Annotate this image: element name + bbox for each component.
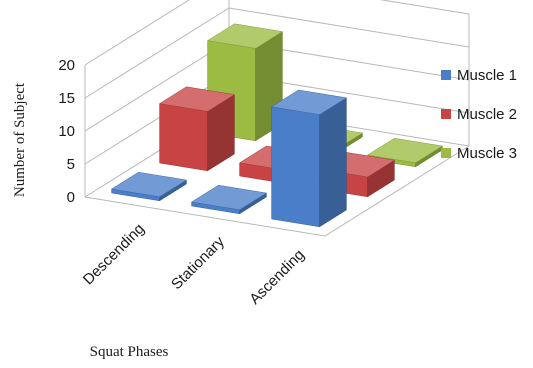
x-tick-label: Ascending (246, 246, 308, 308)
legend-item: Muscle 1 (441, 67, 517, 84)
x-tick-label: Descending (80, 220, 148, 288)
y-tick-label: 0 (67, 189, 75, 206)
bars (110, 23, 444, 228)
legend-label: Muscle 1 (457, 67, 517, 84)
legend-label: Muscle 3 (457, 145, 517, 162)
gridline (84, 0, 470, 66)
legend-swatch (441, 70, 451, 80)
x-axis-title: Squat Phases (90, 344, 169, 360)
y-tick-label: 10 (58, 123, 75, 140)
bar (158, 86, 236, 172)
bar (190, 184, 268, 215)
legend: Muscle 1 Muscle 2 Muscle 3 (441, 67, 517, 162)
legend-item: Muscle 2 (441, 106, 517, 123)
y-tick-label: 5 (67, 156, 75, 173)
x-axis-ticks: Descending Stationary Ascending (80, 220, 308, 308)
floor-edge (84, 145, 470, 237)
y-tick-label: 20 (58, 57, 75, 74)
legend-item: Muscle 3 (441, 145, 517, 162)
y-axis-title: Number of Subject (12, 82, 28, 197)
x-tick-label: Stationary (168, 233, 228, 293)
legend-swatch (441, 148, 451, 158)
y-axis-ticks: 0 5 10 15 20 (58, 57, 75, 206)
bar (110, 171, 188, 202)
legend-swatch (441, 109, 451, 119)
y-tick-label: 15 (58, 90, 75, 107)
bar (270, 89, 348, 228)
legend-label: Muscle 2 (457, 106, 517, 123)
